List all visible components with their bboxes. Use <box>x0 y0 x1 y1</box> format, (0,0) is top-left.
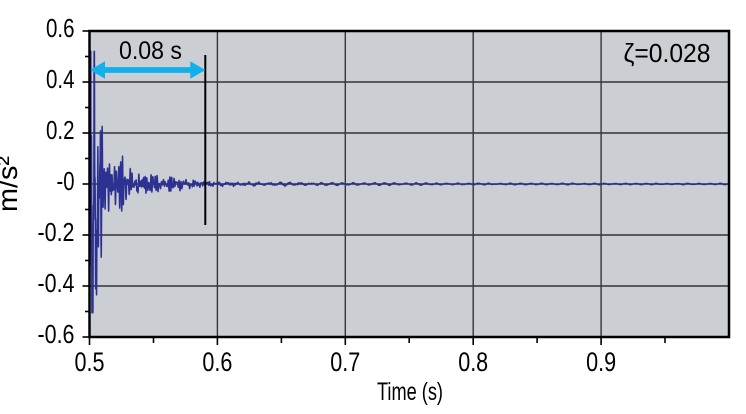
svg-text:-0.4: -0.4 <box>38 270 75 298</box>
svg-text:ζ=0.028: ζ=0.028 <box>624 40 711 68</box>
svg-text:-0.2: -0.2 <box>38 219 75 247</box>
svg-text:0.8: 0.8 <box>458 347 488 377</box>
svg-text:0.2: 0.2 <box>46 117 75 145</box>
svg-text:-0.6: -0.6 <box>38 321 75 349</box>
svg-text:0.08 s: 0.08 s <box>119 37 182 65</box>
svg-text:0.5: 0.5 <box>75 347 105 377</box>
svg-text:-0: -0 <box>57 168 75 196</box>
svg-text:0.9: 0.9 <box>586 347 616 377</box>
svg-text:0.7: 0.7 <box>330 347 360 377</box>
svg-text:0.6: 0.6 <box>202 347 232 377</box>
svg-text:0.4: 0.4 <box>46 66 75 94</box>
svg-text:m/s²: m/s² <box>0 156 23 212</box>
svg-text:0.6: 0.6 <box>46 15 75 43</box>
svg-text:Time (s): Time (s) <box>377 378 443 406</box>
